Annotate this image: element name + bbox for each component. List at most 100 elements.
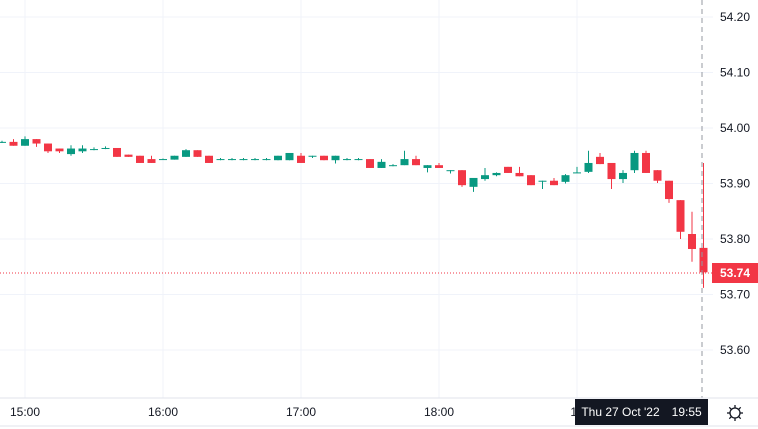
candle-body <box>343 159 351 161</box>
candle <box>665 180 673 203</box>
candle <box>90 147 98 151</box>
price-tick-label: 54.00 <box>720 121 750 135</box>
candle <box>412 155 420 166</box>
candle <box>239 157 248 161</box>
candle <box>44 143 52 153</box>
candle-body <box>251 159 259 161</box>
candle-body <box>527 175 535 186</box>
candle <box>630 150 639 173</box>
candle <box>274 155 282 161</box>
candle <box>573 166 581 174</box>
candle-body <box>78 148 87 152</box>
candle <box>67 145 75 156</box>
candle-body <box>354 159 363 161</box>
candle-body <box>619 172 627 180</box>
candle <box>262 157 271 161</box>
candle-body <box>216 159 225 161</box>
candle <box>446 170 455 174</box>
crosshair-time-label: Thu 27 Oct '22 19:55 <box>575 399 708 425</box>
candle <box>216 157 225 161</box>
price-tick-label: 53.80 <box>720 232 750 246</box>
candle-body <box>561 175 570 182</box>
candle-body <box>274 155 282 161</box>
candle <box>9 139 18 146</box>
settings-button[interactable] <box>724 402 746 424</box>
candle-body <box>193 150 202 157</box>
time-tick-label: 15:00 <box>10 405 40 419</box>
candle <box>515 166 524 177</box>
candle <box>584 150 593 173</box>
candle <box>193 150 202 157</box>
candle <box>400 150 409 166</box>
candle-body <box>262 159 271 161</box>
candle <box>331 155 340 164</box>
candle <box>619 170 627 183</box>
candle <box>285 152 294 161</box>
candle-body <box>389 165 397 167</box>
candle-body <box>205 155 213 163</box>
candle <box>423 165 432 173</box>
candle-body <box>32 139 41 144</box>
candle-body <box>607 162 616 180</box>
candle-body <box>699 247 708 273</box>
candle <box>538 180 547 190</box>
candle <box>0 140 6 143</box>
candle <box>170 155 179 160</box>
price-tick-label: 53.60 <box>720 343 750 357</box>
candle <box>699 162 708 288</box>
candle-body <box>136 155 144 163</box>
price-tick-label: 54.20 <box>720 10 750 24</box>
candle <box>297 152 305 163</box>
time-tick-label: 17:00 <box>286 405 316 419</box>
candle <box>136 155 144 163</box>
candle-body <box>44 143 52 152</box>
candle <box>101 146 110 150</box>
candle <box>458 170 466 187</box>
candle <box>251 157 259 161</box>
candle-body <box>101 147 110 149</box>
candle <box>354 157 363 161</box>
candle <box>469 177 478 192</box>
candle <box>492 172 501 177</box>
price-tick-label: 53.70 <box>720 288 750 302</box>
candle <box>607 162 616 190</box>
candle-body <box>538 180 547 182</box>
candle-body <box>584 162 593 172</box>
candle-body <box>688 234 696 249</box>
candle-body <box>446 170 455 172</box>
candle <box>320 155 328 161</box>
candle <box>561 174 570 184</box>
candle <box>228 157 236 161</box>
candle-body <box>676 200 685 232</box>
candle-body <box>331 155 340 161</box>
candle-body <box>228 159 236 161</box>
candle <box>676 200 685 239</box>
candle-body <box>147 159 156 163</box>
candle-body <box>435 165 443 168</box>
candle-body <box>469 177 478 187</box>
candle-body <box>458 170 466 186</box>
candle-body <box>665 180 673 200</box>
crosshair-time: 19:55 <box>671 405 702 419</box>
candle-body <box>412 159 420 166</box>
candle <box>435 162 443 168</box>
candle-body <box>653 170 662 181</box>
candles <box>0 136 708 288</box>
candle <box>147 155 156 163</box>
candle <box>389 164 397 167</box>
candle <box>504 166 512 173</box>
candle-body <box>400 159 409 166</box>
candle <box>366 159 374 168</box>
candle-body <box>504 166 512 173</box>
candle <box>550 177 558 186</box>
candle-body <box>159 159 167 161</box>
candle <box>481 167 489 181</box>
time-tick-label: 16:00 <box>148 405 178 419</box>
price-axis[interactable]: 54.20 54.10 54.00 53.90 53.80 53.70 53.60 <box>720 10 750 357</box>
candle-body <box>492 172 501 176</box>
candle-body <box>297 155 305 163</box>
candle <box>159 158 167 161</box>
candle-body <box>0 141 6 143</box>
